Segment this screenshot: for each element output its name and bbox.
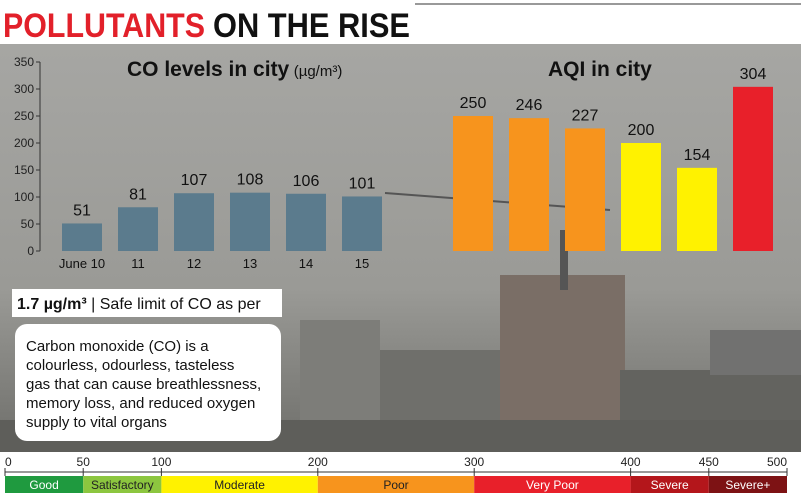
value-label: 108 — [237, 172, 264, 189]
value-label: 250 — [460, 95, 487, 112]
y-tick-label: 0 — [27, 244, 34, 258]
scale-tick-label: 400 — [621, 455, 641, 469]
scale-band — [161, 476, 318, 493]
y-tick-label: 300 — [14, 82, 34, 96]
bar — [677, 167, 717, 251]
chart-unit: (µg/m³) — [294, 63, 343, 80]
scale-band — [708, 476, 787, 493]
x-tick-label: 13 — [243, 256, 257, 271]
note-line: memory loss, and reduced oxygen — [26, 395, 255, 412]
note-line: supply to vital organs — [26, 414, 167, 431]
x-tick-label: 15 — [355, 256, 369, 271]
scale-band-label: Good — [29, 478, 58, 492]
value-label: 304 — [740, 66, 767, 83]
note-box — [15, 324, 281, 441]
safe-limit-text: | Safe limit of CO as per — [91, 296, 261, 313]
bar — [733, 86, 773, 251]
scale-band — [630, 476, 709, 493]
x-tick-label: June 10 — [59, 256, 105, 271]
y-tick-label: 100 — [14, 190, 34, 204]
value-label: 101 — [349, 175, 376, 192]
scale-tick-label: 200 — [308, 455, 328, 469]
safe-limit: 1.7 µg/m³ | Safe limit of CO as per — [17, 296, 261, 313]
bar — [230, 192, 270, 251]
value-label: 107 — [181, 172, 208, 189]
scale-band — [474, 476, 631, 493]
value-label: 106 — [293, 173, 320, 190]
note-line: gas that can cause breathlessness, — [26, 376, 261, 393]
y-tick-label: 200 — [14, 136, 34, 150]
bar — [565, 128, 605, 251]
scale-band-label: Severe — [651, 478, 689, 492]
header-bg — [0, 0, 801, 44]
scale-tick-label: 450 — [699, 455, 719, 469]
chart-title: CO levels in city (µg/m³) — [127, 58, 342, 81]
bar — [286, 193, 326, 251]
y-tick-label: 350 — [14, 55, 34, 69]
chart-title-text: AQI in city — [548, 58, 652, 81]
note-line: colourless, odourless, tasteless — [26, 357, 234, 374]
value-label: 81 — [129, 186, 147, 203]
scale-band-label: Satisfactory — [91, 478, 154, 492]
bar — [174, 193, 214, 251]
scale-band-label: Moderate — [214, 478, 265, 492]
x-tick-label: 14 — [299, 256, 313, 271]
value-label: 200 — [628, 122, 655, 139]
scale-band-label: Severe+ — [725, 478, 770, 492]
scale-band-label: Very Poor — [526, 478, 579, 492]
y-tick-label: 250 — [14, 109, 34, 123]
bar — [342, 196, 382, 251]
scale-band-label: Poor — [383, 478, 408, 492]
title-rest: ON THE RISE — [213, 7, 410, 45]
scale-tick-label: 0 — [5, 455, 12, 469]
value-label: 51 — [73, 202, 91, 219]
bar — [453, 116, 493, 251]
chart-title: AQI in city — [548, 58, 652, 81]
title-highlight: POLLUTANTS — [3, 7, 205, 45]
x-tick-label: 12 — [187, 256, 201, 271]
bar — [509, 118, 549, 251]
scale-tick-label: 100 — [151, 455, 171, 469]
scale-band — [5, 476, 84, 493]
scale-tick-label: 500 — [767, 455, 787, 469]
scale-band — [83, 476, 162, 493]
safe-limit-value: 1.7 µg/m³ — [17, 296, 87, 313]
bar — [118, 207, 158, 251]
y-tick-label: 150 — [14, 163, 34, 177]
x-tick-label: 11 — [131, 256, 145, 271]
bar — [62, 223, 102, 251]
scale-band — [317, 476, 475, 493]
value-label: 227 — [572, 107, 599, 124]
safe-limit-box — [12, 289, 282, 317]
scale-tick-label: 300 — [464, 455, 484, 469]
note-line: Carbon monoxide (CO) is a — [26, 338, 209, 355]
y-tick-label: 50 — [21, 217, 35, 231]
bar — [621, 143, 661, 251]
scale-tick-label: 50 — [77, 455, 91, 469]
value-label: 154 — [684, 147, 711, 164]
value-label: 246 — [516, 97, 543, 114]
chart-title-text: CO levels in city — [127, 58, 290, 81]
